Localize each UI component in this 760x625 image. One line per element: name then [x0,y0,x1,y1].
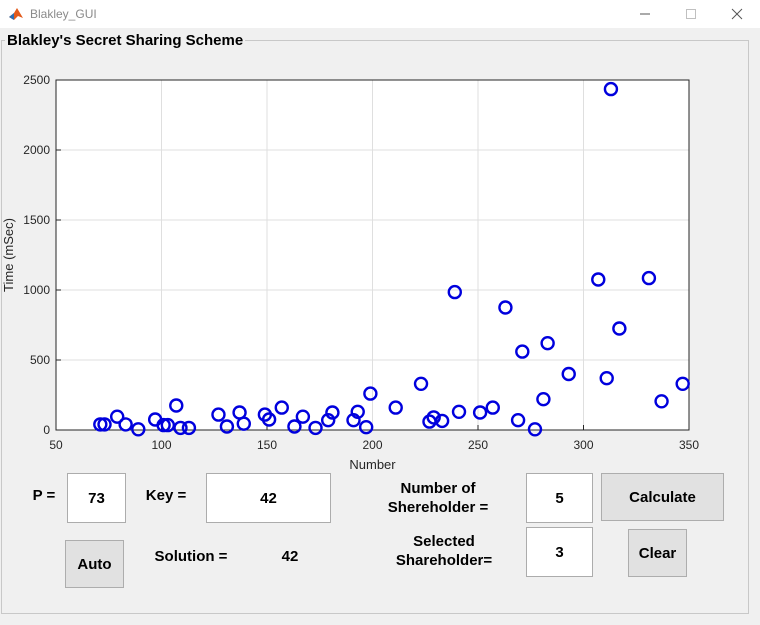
data-point [388,400,403,415]
data-point [599,371,614,386]
selected-shareholder-label-line2: Shareholder= [395,552,493,569]
data-point [160,417,176,433]
data-point [97,417,112,432]
close-button[interactable] [714,0,760,28]
maximize-button[interactable] [668,0,714,28]
p-label: P = [32,487,56,504]
y-tick-label: 2000 [23,143,50,157]
data-points [93,81,690,437]
y-tick-label: 0 [43,423,50,437]
grid-lines [56,80,689,430]
data-point [156,417,171,433]
data-point [261,412,277,427]
p-input[interactable] [67,473,126,523]
data-point [181,420,197,436]
x-tick-label: 100 [151,438,171,452]
data-point [320,413,336,428]
data-point [219,419,235,434]
data-point [109,409,125,424]
data-point [527,422,543,437]
y-axis-label: Time (mSec) [1,218,16,292]
title-bar: Blakley_GUI [0,0,760,28]
close-icon [731,8,743,20]
y-tick-label: 1000 [23,283,50,297]
data-point [413,376,429,391]
data-point [515,344,530,359]
x-tick-label: 350 [679,438,699,452]
data-point [169,398,184,413]
x-tick-label: 200 [362,438,382,452]
matlab-icon [9,8,23,20]
maximize-icon [686,9,696,19]
data-point [612,321,627,336]
x-tick-label: 300 [573,438,593,452]
selected-shareholder-input[interactable] [526,527,593,577]
data-point [540,336,555,351]
data-point [654,394,669,409]
calculate-button[interactable]: Calculate [601,473,724,521]
y-tick-label: 500 [30,353,50,367]
y-tick-label: 2500 [23,73,50,87]
window-title: Blakley_GUI [30,7,97,21]
main-panel [1,40,749,614]
data-point [641,270,657,286]
data-point [173,420,188,436]
data-point [561,366,576,382]
y-axis-ticks: 0 500 1000 1500 2000 2500 [23,73,61,437]
data-point [295,409,311,424]
selected-shareholder-label-line1: Selected [413,533,475,550]
minimize-icon [640,13,650,15]
num-shareholders-label-line2: Shereholder = [387,499,489,516]
data-point [358,420,374,435]
data-point [308,420,323,436]
x-tick-label: 150 [257,438,277,452]
data-point [93,417,108,432]
data-point [675,376,690,391]
data-point [485,400,500,415]
y-tick-label: 1500 [23,213,50,227]
auto-button[interactable]: Auto [65,540,124,588]
data-point [472,405,488,420]
num-shareholders-label: Number of Shereholder = [370,479,506,517]
data-point [363,386,378,401]
x-tick-label: 250 [468,438,488,452]
solution-label: Solution = [154,548,228,565]
x-axis-label: Number [349,457,396,472]
key-input[interactable] [206,473,331,523]
selected-shareholder-label: Selected Shareholder= [376,532,512,570]
data-point [287,419,302,434]
data-point [536,392,551,407]
clear-button[interactable]: Clear [628,529,687,577]
data-point [498,300,513,315]
solution-value: 42 [281,548,299,565]
minimize-button[interactable] [622,0,668,28]
data-point [211,407,226,422]
num-shareholders-input[interactable] [526,473,593,523]
data-point [434,413,450,429]
x-tick-label: 50 [49,438,63,452]
x-axis-ticks: 50 100 150 200 250 300 350 [49,425,699,452]
data-point [350,404,365,419]
num-shareholders-label-line1: Number of [400,480,476,497]
data-point [591,272,606,287]
data-point [510,413,526,428]
data-point [447,284,462,300]
data-point [451,404,467,419]
data-point [325,405,340,420]
data-point [603,81,619,97]
data-point [426,410,441,425]
panel-title: Blakley's Secret Sharing Scheme [5,32,246,49]
key-label: Key = [145,487,187,504]
data-point [131,422,146,437]
data-point [274,400,289,415]
data-point [236,416,251,431]
data-point [118,417,133,432]
